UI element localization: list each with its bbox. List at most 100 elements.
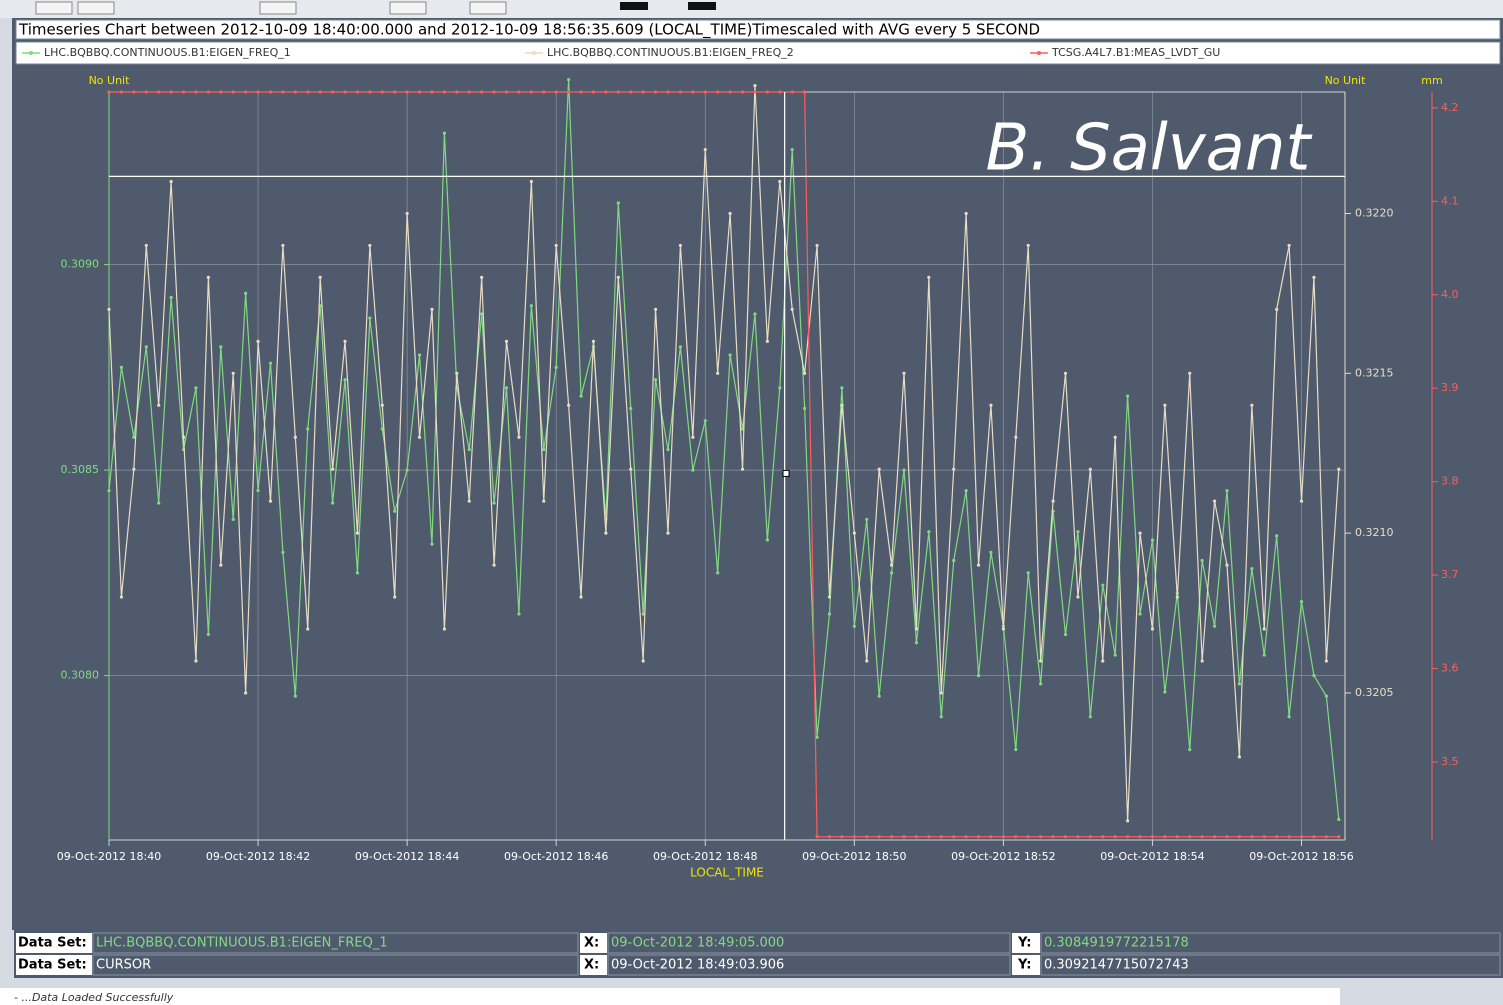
point: [256, 90, 260, 94]
point: [1175, 595, 1179, 599]
point: [1175, 835, 1179, 839]
point: [343, 90, 347, 94]
x-value: 09-Oct-2012 18:49:05.000: [611, 936, 784, 951]
point: [1014, 835, 1018, 839]
point: [1275, 534, 1279, 538]
point: [1088, 715, 1092, 719]
toolbar: [0, 0, 1503, 18]
legend-bar: [15, 41, 1501, 65]
point: [852, 624, 856, 628]
x-tick-label: 09-Oct-2012 18:46: [504, 850, 608, 863]
point: [393, 509, 397, 513]
point: [616, 275, 620, 280]
value-cell: [1040, 932, 1501, 954]
x-tick-label: 09-Oct-2012 18:40: [57, 850, 161, 863]
dataset-value: CURSOR: [96, 958, 151, 973]
point: [1337, 467, 1341, 471]
point: [1262, 653, 1266, 657]
point: [455, 90, 459, 94]
point: [591, 90, 596, 94]
point: [803, 90, 807, 94]
tool-button[interactable]: [35, 1, 73, 15]
point: [765, 90, 769, 94]
point: [306, 90, 310, 94]
point: [889, 563, 894, 567]
point: [1250, 567, 1254, 571]
point: [169, 295, 173, 300]
point: [902, 835, 906, 839]
point: [492, 563, 496, 567]
y3-axis-label: mm: [1421, 74, 1442, 87]
point: [691, 468, 695, 472]
point: [790, 90, 794, 94]
point: [604, 531, 608, 535]
point: [219, 90, 223, 94]
point: [1212, 835, 1217, 839]
point: [206, 275, 210, 280]
point: [330, 501, 335, 505]
legend-symbol: [1037, 51, 1041, 55]
tool-button[interactable]: [259, 1, 297, 15]
point: [728, 211, 732, 216]
point: [641, 90, 645, 94]
point: [1188, 371, 1192, 375]
tool-button[interactable]: [469, 1, 507, 15]
point: [293, 435, 297, 439]
point: [567, 403, 571, 407]
point: [1101, 835, 1105, 839]
point: [343, 378, 347, 382]
point: [716, 371, 720, 375]
point: [219, 345, 223, 349]
point: [790, 147, 794, 152]
cursor-rows: Data Set: LHC.BQBBQ.CONTINUOUS.B1:EIGEN_F…: [16, 932, 1501, 976]
point: [840, 386, 844, 390]
point: [480, 275, 484, 280]
point: [803, 371, 807, 375]
value-cell: [607, 932, 1011, 954]
point: [467, 447, 471, 452]
point: [728, 90, 732, 94]
point: [827, 595, 832, 599]
point: [1138, 835, 1142, 839]
point: [1001, 627, 1005, 631]
point: [132, 467, 136, 471]
point: [517, 435, 521, 439]
tool-button[interactable]: [389, 1, 427, 15]
point: [1126, 819, 1130, 823]
x-value: 09-Oct-2012 18:49:03.906: [611, 958, 784, 973]
point: [318, 90, 322, 94]
point: [952, 467, 956, 471]
point: [1014, 435, 1018, 439]
point: [1014, 747, 1018, 752]
dataset-value: LHC.BQBBQ.CONTINUOUS.B1:EIGEN_FREQ_1: [96, 936, 388, 951]
label-cell: [580, 933, 607, 953]
point: [343, 339, 347, 343]
point: [256, 339, 260, 343]
point: [1026, 835, 1030, 839]
status-bar: [0, 988, 1340, 1005]
point: [591, 339, 596, 343]
point: [753, 84, 757, 88]
point: [542, 90, 546, 94]
chart-panel: [12, 18, 1503, 930]
point: [132, 435, 136, 439]
tool-button[interactable]: [688, 2, 716, 10]
tool-button[interactable]: [77, 1, 115, 15]
point: [567, 90, 571, 94]
point: [778, 90, 782, 94]
point: [1337, 817, 1341, 822]
point: [703, 419, 707, 423]
row-label: Data Set:: [18, 958, 87, 973]
tool-button[interactable]: [620, 2, 648, 10]
point: [529, 179, 533, 184]
point: [368, 90, 372, 94]
point: [1212, 624, 1217, 628]
legend-label: LHC.BQBBQ.CONTINUOUS.B1:EIGEN_FREQ_1: [44, 46, 291, 59]
y3-tick-label: 4.2: [1441, 101, 1459, 114]
point: [1200, 659, 1204, 663]
point: [1312, 674, 1316, 678]
point: [231, 90, 235, 94]
y3-tick-label: 4.0: [1441, 288, 1459, 301]
point: [653, 378, 658, 382]
point: [1225, 563, 1229, 567]
